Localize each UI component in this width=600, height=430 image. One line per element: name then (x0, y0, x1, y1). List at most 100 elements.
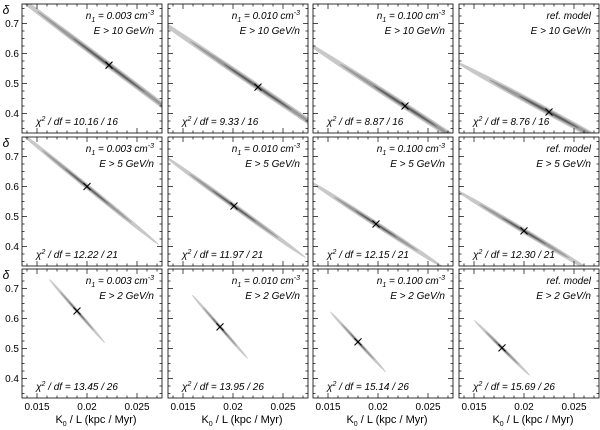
chi-square-label: χ2 / df = 12.30 / 21 (472, 249, 555, 261)
energy-cut-label: E > 10 GeV/n (94, 26, 155, 37)
x-tick-label: 0.02 (368, 402, 388, 413)
y-tick-label: 0.4 (5, 374, 19, 385)
contour-level-1 (459, 62, 595, 133)
energy-cut-label: E > 5 GeV/n (99, 159, 154, 170)
x-tick-label: 0.015 (461, 402, 486, 413)
confidence-contours (23, 137, 159, 245)
x-axis-label: K0 / L (kpc / Myr) (55, 414, 136, 428)
best-fit-marker (254, 83, 262, 91)
y-tick-label: 0.6 (5, 314, 19, 325)
x-axis-label: K0 / L (kpc / Myr) (201, 414, 282, 428)
energy-cut-label: E > 10 GeV/n (240, 26, 301, 37)
confidence-contours (168, 157, 306, 258)
contour-level-1 (313, 44, 453, 133)
panel-frame (458, 3, 600, 134)
confidence-contours (168, 24, 308, 125)
chi-square-label: χ2 / df = 12.22 / 21 (35, 249, 118, 261)
confidence-contours (49, 278, 105, 344)
y-tick-label: 0.4 (5, 242, 19, 253)
chi-square-label: χ2 / df = 15.14 / 26 (326, 381, 409, 393)
x-tick-label: 0.02 (223, 402, 243, 413)
chi-square-label: χ2 / df = 10.16 / 16 (35, 116, 118, 128)
best-fit-marker (73, 307, 81, 315)
panel-1-3: ref. model E > 5 GeV/n χ2 / df = 12.30 / 2… (458, 136, 600, 267)
y-tick-label: 0.7 (5, 152, 19, 163)
y-axis-label: δ (3, 136, 10, 150)
y-tick-label: 0.6 (5, 182, 19, 193)
model-label: ref. model (547, 276, 592, 287)
y-tick-label: 0.5 (5, 79, 19, 90)
x-axis-label: K0 / L (kpc / Myr) (346, 414, 427, 428)
best-fit-marker (230, 202, 238, 210)
confidence-contours (313, 44, 453, 133)
model-label: n1 = 0.100 cm-3 (377, 10, 445, 24)
best-fit-marker (83, 182, 91, 191)
x-tick-label: 0.02 (514, 402, 534, 413)
best-fit-marker (520, 227, 528, 235)
chi-square-label: χ2 / df = 15.69 / 26 (472, 381, 555, 393)
model-label: n1 = 0.003 cm-3 (86, 275, 154, 289)
contour-level-1 (23, 4, 162, 109)
panel-0-1: n1 = 0.010 cm-3 E > 10 GeV/n χ2 / df = 9.3… (167, 3, 309, 134)
confidence-contours (474, 320, 530, 376)
panel-1-2: n1 = 0.100 cm-3 E > 5 GeV/n χ2 / df = 12.1… (312, 136, 454, 267)
x-axis-label: K0 / L (kpc / Myr) (492, 414, 573, 428)
y-axis-label: δ (3, 268, 10, 282)
best-fit-marker (401, 102, 409, 110)
energy-cut-label: E > 5 GeV/n (536, 159, 591, 170)
model-label: ref. model (547, 11, 592, 22)
energy-cut-label: E > 2 GeV/n (99, 291, 154, 302)
y-tick-label: 0.7 (5, 284, 19, 295)
confidence-contours (313, 182, 443, 266)
y-tick-label: 0.7 (5, 19, 19, 30)
panel-frame (458, 136, 600, 267)
x-tick-label: 0.025 (124, 402, 149, 413)
chi-square-label: χ2 / df = 9.33 / 16 (181, 116, 259, 128)
model-label: ref. model (547, 144, 592, 155)
x-tick-label: 0.015 (315, 402, 340, 413)
chi-square-label: χ2 / df = 8.76 / 16 (472, 116, 550, 128)
y-tick-label: 0.5 (5, 212, 19, 223)
x-tick-label: 0.025 (561, 402, 586, 413)
best-fit-marker (105, 61, 113, 70)
energy-cut-label: E > 2 GeV/n (245, 291, 300, 302)
energy-cut-label: E > 2 GeV/n (536, 291, 591, 302)
model-label: n1 = 0.010 cm-3 (232, 10, 300, 24)
x-tick-label: 0.02 (77, 402, 97, 413)
confidence-contours (459, 62, 595, 133)
energy-cut-label: E > 5 GeV/n (245, 159, 300, 170)
chi-square-label: χ2 / df = 13.95 / 26 (181, 381, 264, 393)
energy-cut-label: E > 10 GeV/n (531, 26, 592, 37)
panel-0-0: 0.4 0.5 0.6 0.7 δ n1 = 0.003 cm-3 E > 10 GeV/n… (3, 3, 163, 134)
x-tick-label: 0.015 (24, 402, 49, 413)
panel-frame (458, 268, 600, 399)
x-tick-label: 0.025 (415, 402, 440, 413)
energy-cut-label: E > 5 GeV/n (390, 159, 445, 170)
y-tick-label: 0.4 (5, 109, 19, 120)
panel-0-2: n1 = 0.100 cm-3 E > 10 GeV/n χ2 / df = 8.8… (312, 3, 454, 134)
x-tick-label: 0.015 (170, 402, 195, 413)
panel-0-3: ref. model E > 10 GeV/n χ2 / df = 8.76 / 1… (458, 3, 600, 134)
model-label: n1 = 0.100 cm-3 (377, 275, 445, 289)
y-tick-label: 0.6 (5, 49, 19, 60)
confidence-contours (192, 294, 248, 359)
chi-square-label: χ2 / df = 12.15 / 21 (326, 249, 409, 261)
y-tick-label: 0.5 (5, 344, 19, 355)
panel-1-1: n1 = 0.010 cm-3 E > 5 GeV/n χ2 / df = 11.9… (167, 136, 309, 267)
y-axis-label: δ (3, 3, 10, 17)
model-label: n1 = 0.010 cm-3 (232, 143, 300, 157)
best-fit-marker (216, 323, 224, 331)
chi-square-label: χ2 / df = 11.97 / 21 (181, 249, 263, 261)
chi-square-label: χ2 / df = 8.87 / 16 (326, 116, 404, 128)
x-tick-label: 0.025 (270, 402, 295, 413)
model-label: n1 = 0.003 cm-3 (86, 10, 154, 24)
energy-cut-label: E > 10 GeV/n (385, 26, 446, 37)
energy-cut-label: E > 2 GeV/n (390, 291, 445, 302)
confidence-contours (23, 4, 162, 109)
best-fit-marker (498, 344, 506, 352)
